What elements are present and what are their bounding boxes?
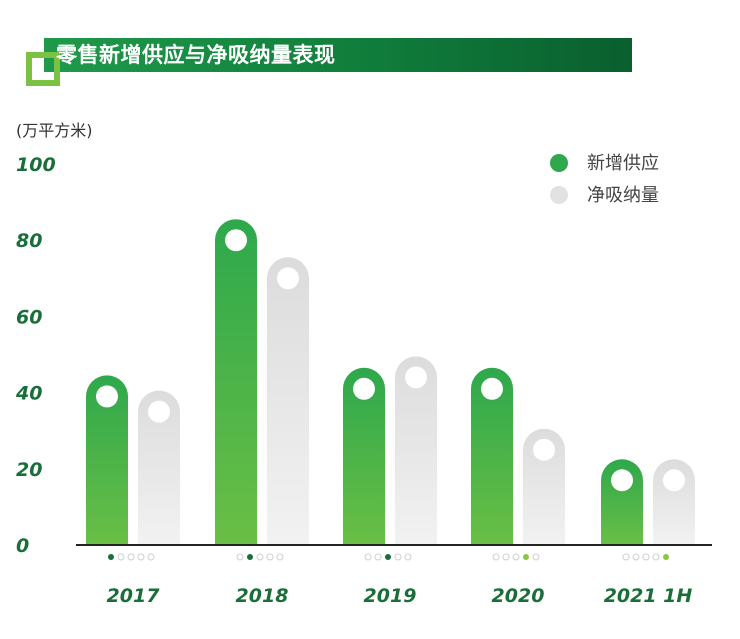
unit-label: (万平方米) xyxy=(16,121,93,140)
legend-label: 净吸纳量 xyxy=(587,185,659,206)
bar-cap-dot xyxy=(405,366,427,389)
page-indicator-dot xyxy=(512,553,520,561)
bar-net-absorption xyxy=(395,356,437,545)
page-indicator-dot xyxy=(108,554,114,560)
bar-new-supply xyxy=(471,367,513,545)
page-indicator-dot xyxy=(622,553,630,561)
page-indicator-dot xyxy=(663,554,669,560)
bar-cap-dot xyxy=(533,438,555,461)
bar-net-absorption xyxy=(267,257,309,545)
x-tick-label: 2017 xyxy=(107,585,161,607)
page-indicator-dot xyxy=(652,553,660,561)
bar-new-supply xyxy=(343,367,385,545)
title-banner xyxy=(44,38,632,72)
page-indicator-dot xyxy=(404,553,412,561)
x-tick-label: 2018 xyxy=(236,585,289,607)
legend-marker xyxy=(550,186,568,204)
page-indicator-dot xyxy=(502,553,510,561)
page-indicator-dot xyxy=(642,553,650,561)
legend-label: 新增供应 xyxy=(587,153,659,174)
page-indicator-dot xyxy=(117,553,125,561)
bar-new-supply xyxy=(86,375,128,545)
page-indicator-dot xyxy=(147,553,155,561)
x-tick-label: 2020 xyxy=(492,585,545,607)
bar-net-absorption xyxy=(523,428,565,545)
x-tick-label: 2019 xyxy=(364,585,417,607)
bar-cap-dot xyxy=(96,385,118,408)
page-indicator-dot xyxy=(266,553,274,561)
bar-new-supply xyxy=(215,219,257,545)
bar-cap-dot xyxy=(225,229,247,252)
y-tick-label: 100 xyxy=(16,154,56,176)
chart-title: 零售新增供应与净吸纳量表现 xyxy=(56,43,336,67)
bar-cap-dot xyxy=(481,377,503,400)
page-indicator-dot xyxy=(256,553,264,561)
bar-cap-dot xyxy=(353,377,375,400)
page-indicator-dot xyxy=(137,553,145,561)
bar-cap-dot xyxy=(148,400,170,423)
page-indicator-dot xyxy=(394,553,402,561)
page-indicator-dot xyxy=(632,553,640,561)
page-indicator-dot xyxy=(247,554,253,560)
y-tick-label: 80 xyxy=(16,230,42,252)
corner-decoration xyxy=(26,52,60,86)
bar-cap-dot xyxy=(663,469,685,492)
page-indicator-dot xyxy=(236,553,244,561)
y-tick-label: 40 xyxy=(15,383,42,405)
y-tick-label: 0 xyxy=(16,535,29,557)
page-indicator-dot xyxy=(385,554,391,560)
legend-marker xyxy=(550,154,568,172)
x-tick-label: 2021 1H xyxy=(604,585,693,607)
page-indicator-dot xyxy=(492,553,500,561)
page-indicator-dot xyxy=(532,553,540,561)
y-tick-label: 20 xyxy=(16,459,42,481)
page-indicator-dot xyxy=(276,553,284,561)
bar-net-absorption xyxy=(138,390,180,545)
page-indicator-dot xyxy=(364,553,372,561)
bar-cap-dot xyxy=(277,267,299,290)
bar-cap-dot xyxy=(611,469,633,492)
page-indicator-dot xyxy=(374,553,382,561)
page-indicator-dot xyxy=(523,554,529,560)
page-indicator-dot xyxy=(127,553,135,561)
y-tick-label: 60 xyxy=(16,306,42,328)
